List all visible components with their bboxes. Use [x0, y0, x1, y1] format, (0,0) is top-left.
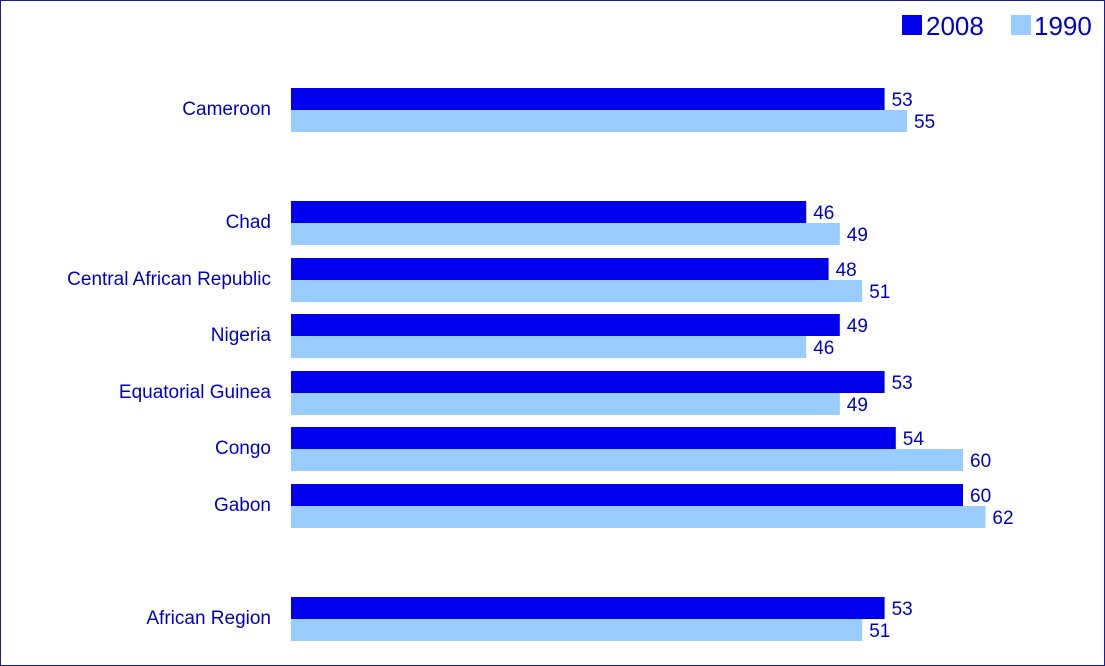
category-group: Congo 54 60 — [215, 427, 991, 472]
category-label: African Region — [146, 608, 271, 629]
legend-label: 1990 — [1034, 11, 1092, 41]
category-label: Cameroon — [182, 99, 271, 120]
legend-swatch — [902, 15, 922, 35]
data-label: 49 — [847, 395, 868, 416]
bar-1990 — [291, 110, 907, 132]
category-label: Congo — [215, 438, 271, 459]
category-label: Nigeria — [211, 325, 272, 346]
data-label: 55 — [914, 112, 935, 133]
data-label: 48 — [836, 260, 857, 281]
bar-2008 — [291, 371, 885, 393]
legend-swatch — [1011, 15, 1031, 35]
category-label: Chad — [226, 212, 271, 233]
bar-2008 — [291, 258, 829, 280]
bar-1990 — [291, 223, 840, 245]
data-label: 62 — [992, 508, 1013, 529]
category-label: Gabon — [214, 495, 271, 516]
bar-2008 — [291, 597, 885, 619]
data-label: 46 — [813, 203, 834, 224]
legend-label: 2008 — [926, 11, 984, 41]
category-group: Equatorial Guinea 53 49 — [119, 371, 913, 416]
category-group: Chad 46 49 — [226, 201, 868, 246]
data-label: 51 — [869, 282, 890, 303]
bar-2008 — [291, 484, 963, 506]
data-label: 53 — [892, 90, 913, 111]
bar-1990 — [291, 393, 840, 415]
data-label: 46 — [813, 338, 834, 359]
category-group: Nigeria 49 46 — [211, 314, 868, 359]
data-label: 60 — [970, 486, 991, 507]
data-label: 54 — [903, 429, 925, 450]
data-label: 53 — [892, 599, 913, 620]
category-group: Central African Republic 48 51 — [67, 258, 890, 303]
data-label: 49 — [847, 225, 868, 246]
data-label: 51 — [869, 621, 890, 642]
bar-1990 — [291, 619, 863, 641]
data-label: 49 — [847, 316, 868, 337]
bar-1990 — [291, 449, 963, 471]
bar-2008 — [291, 314, 840, 336]
bar-1990 — [291, 506, 986, 528]
data-label: 60 — [970, 451, 991, 472]
data-label: 53 — [892, 373, 913, 394]
bar-2008 — [291, 88, 885, 110]
category-label: Equatorial Guinea — [119, 382, 272, 403]
bar-1990 — [291, 336, 807, 358]
bar-1990 — [291, 280, 863, 302]
legend: 2008 1990 — [902, 11, 1092, 41]
category-label: Central African Republic — [67, 269, 271, 290]
bar-2008 — [291, 427, 896, 449]
bar-2008 — [291, 201, 807, 223]
